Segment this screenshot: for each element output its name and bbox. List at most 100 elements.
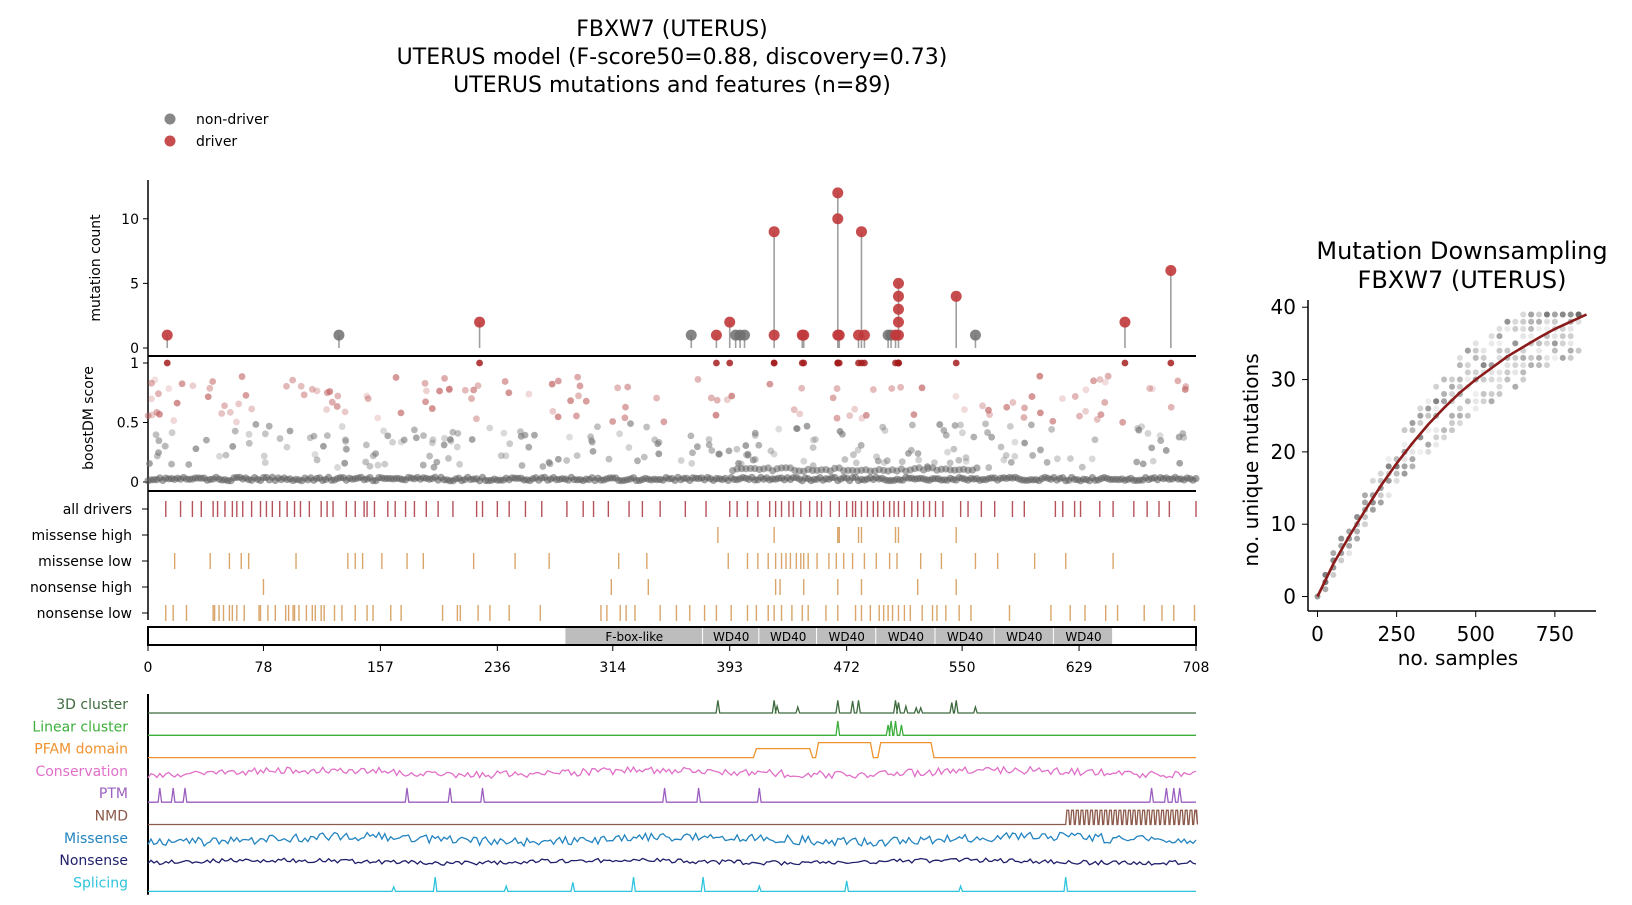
boostdm-point (222, 451, 230, 459)
boostdm-point (364, 395, 372, 403)
downsampling-point (1393, 470, 1400, 477)
domain-xtick-label: 157 (367, 660, 394, 676)
boostdm-point (545, 459, 553, 466)
boostdm-point (755, 441, 763, 449)
feature-line (148, 741, 1196, 759)
boostdm-point (518, 462, 526, 469)
downsampling-point (1559, 354, 1566, 361)
downsampling-point (1464, 362, 1471, 369)
downsampling-xtick-label: 0 (1311, 622, 1324, 646)
downsampling-point (1456, 383, 1463, 390)
downsampling-point (1354, 528, 1361, 535)
track-label: nonsense high (30, 580, 132, 596)
downsampling-point (1433, 441, 1440, 448)
downsampling-point (1449, 412, 1455, 419)
domain-label: WD40 (770, 630, 806, 644)
downsampling-point (1536, 362, 1543, 369)
boostdm-point (153, 408, 161, 416)
downsampling-point (1354, 528, 1361, 535)
boostdm-point (486, 424, 494, 432)
boostdm-point (525, 390, 533, 398)
downsampling-point (1377, 499, 1384, 506)
boostdm-point (151, 376, 159, 384)
boostdm-point (380, 427, 387, 435)
downsampling-point (1536, 340, 1543, 347)
boostdm-point (1162, 447, 1170, 454)
boostdm-point (235, 400, 243, 408)
boostdm-point (144, 412, 152, 420)
downsampling-point (1480, 391, 1487, 398)
domain-xtick-label: 0 (144, 660, 153, 676)
boostdm-point (655, 450, 663, 458)
boostdm-point (809, 462, 817, 470)
downsampling-point (1472, 340, 1479, 347)
downsampling-point (1496, 340, 1503, 347)
downsampling-point (1496, 333, 1503, 340)
boostdm-point (389, 438, 396, 446)
downsampling-point (1425, 405, 1432, 412)
boostdm-point (677, 457, 685, 464)
boostdm-point (582, 397, 590, 405)
boostdm-point (441, 434, 448, 442)
boostdm-point (1037, 446, 1044, 454)
downsampling-point (1322, 586, 1329, 593)
domain-xtick-label: 236 (484, 660, 511, 676)
feature-label: Splicing (73, 875, 128, 891)
boostdm-point (421, 379, 429, 387)
downsampling-point (1543, 311, 1550, 318)
feature-line (148, 809, 1199, 826)
domain-box (1053, 628, 1113, 644)
downsampling-point (1520, 362, 1527, 369)
boostdm-point (221, 402, 228, 410)
downsampling-point (1401, 463, 1408, 470)
downsampling-point (1464, 376, 1471, 383)
boostdm-point (733, 445, 741, 453)
boostdm-point (1011, 452, 1019, 460)
downsampling-point (1536, 325, 1543, 332)
downsampling-point (1361, 492, 1368, 499)
boostdm-point (473, 415, 480, 423)
boostdm-point (152, 431, 160, 439)
boostdm-point (178, 380, 186, 388)
boostdm-point (468, 436, 476, 443)
boostdm-point (708, 447, 716, 454)
lollipop-head-non-driver (685, 329, 697, 341)
downsampling-point (1464, 362, 1471, 369)
boostdm-point (500, 429, 508, 437)
downsampling-point (1393, 470, 1400, 477)
title-line-2: UTERUS model (F-score50=0.88, discovery=… (397, 45, 948, 70)
boostdm-point (461, 386, 469, 394)
boostdm-point (297, 382, 305, 390)
downsampling-point (1338, 535, 1345, 542)
boostdm-driver-point (800, 359, 808, 367)
boostdm-point (1006, 422, 1014, 430)
boostdm-point (712, 411, 720, 419)
downsampling-point (1425, 412, 1432, 419)
boostdm-point (362, 441, 370, 449)
boostdm-point (1144, 430, 1152, 437)
downsampling-point (1449, 391, 1455, 398)
boostdm-point (796, 410, 804, 418)
downsampling-point (1575, 347, 1582, 354)
downsampling-point (1456, 405, 1463, 412)
downsampling-xtick-label: 500 (1457, 622, 1495, 646)
downsampling-point (1543, 354, 1550, 361)
boostdm-point (588, 438, 596, 446)
boostdm-point (687, 432, 695, 440)
downsampling-point (1441, 434, 1448, 441)
boostdm-point (445, 454, 452, 462)
downsampling-ytick-label: 30 (1271, 368, 1296, 392)
boostdm-point (216, 452, 223, 460)
downsampling-point (1472, 405, 1479, 412)
downsampling-point (1543, 362, 1550, 369)
lollipop-head-driver (892, 303, 904, 315)
downsampling-point (1480, 398, 1487, 405)
boostdm-point (809, 444, 817, 452)
boostdm-point (1096, 376, 1104, 383)
boostdm-point (468, 395, 475, 402)
downsampling-point (1385, 463, 1392, 470)
boostdm-point (502, 452, 510, 460)
boostdm-point (1101, 378, 1109, 386)
boostdm-point (803, 422, 811, 430)
downsampling-point (1536, 347, 1543, 354)
